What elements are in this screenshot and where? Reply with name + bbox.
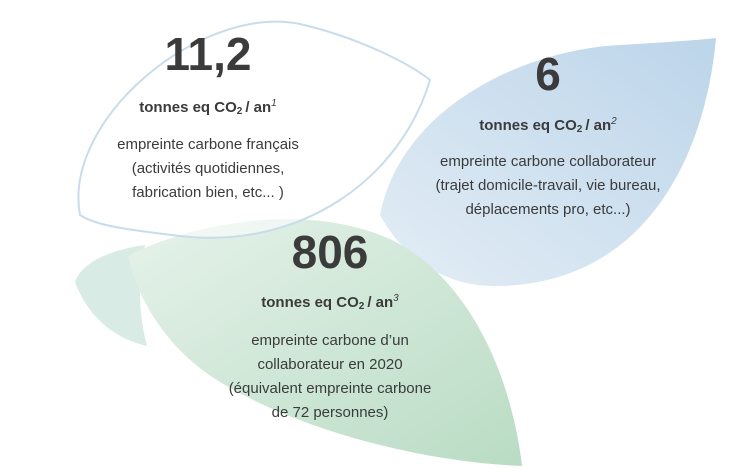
value: 11,2 xyxy=(165,28,252,80)
description-line: (trajet domicile-travail, vie bureau, xyxy=(435,177,660,194)
subscript: 2 xyxy=(359,301,365,312)
description-line: de 72 personnes) xyxy=(272,404,389,421)
unit: tonnes eq CO xyxy=(479,117,577,134)
description-line: fabrication bien, etc... ) xyxy=(132,184,284,201)
leaf-outline xyxy=(78,22,430,238)
value: 6 xyxy=(535,48,561,100)
footnote: 1 xyxy=(271,98,277,109)
footnote: 3 xyxy=(393,293,399,304)
footnote: 2 xyxy=(610,116,617,127)
description-line: empreinte carbone français xyxy=(117,136,299,153)
subscript: 2 xyxy=(577,124,583,135)
description-line: empreinte carbone d’un xyxy=(251,332,409,349)
unit-label: tonnes eq CO2/ an3 xyxy=(261,293,399,312)
unit-label: tonnes eq CO2/ an2 xyxy=(479,116,617,135)
unit: tonnes eq CO xyxy=(139,99,237,116)
description-line: collaborateur en 2020 xyxy=(257,356,402,373)
unit-end: / an xyxy=(245,99,271,116)
infographic: 11,2tonnes eq CO2/ an1empreinte carbone … xyxy=(0,0,737,469)
unit-end: / an xyxy=(367,294,393,311)
page: 11,2tonnes eq CO2/ an1empreinte carbone … xyxy=(0,0,737,469)
description-line: empreinte carbone collaborateur xyxy=(440,153,656,170)
value: 806 xyxy=(292,226,369,278)
description-line: (activités quotidiennes, xyxy=(132,160,285,177)
unit-label: tonnes eq CO2/ an1 xyxy=(139,98,276,117)
unit: tonnes eq CO xyxy=(261,294,359,311)
description-line: (équivalent empreinte carbone xyxy=(229,380,432,397)
unit-end: / an xyxy=(585,117,611,134)
subscript: 2 xyxy=(237,106,243,117)
description-line: déplacements pro, etc...) xyxy=(465,201,630,218)
